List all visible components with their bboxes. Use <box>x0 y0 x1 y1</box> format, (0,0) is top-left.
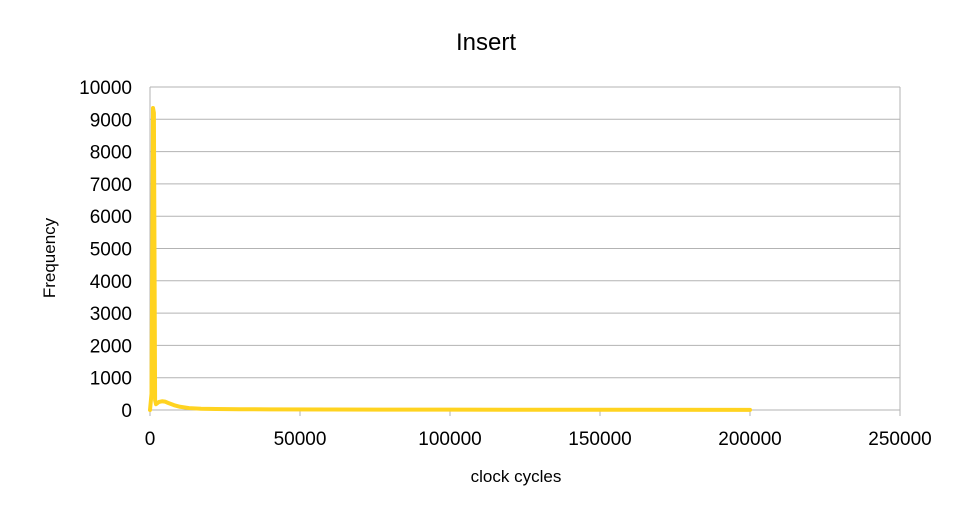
x-tick-label-50000: 50000 <box>274 429 327 450</box>
x-tick-label-200000: 200000 <box>718 429 781 450</box>
y-tick-label-3000: 3000 <box>90 304 132 325</box>
series-line-0 <box>148 106 752 412</box>
chart-title: Insert <box>456 29 516 56</box>
series-lines <box>148 106 752 412</box>
x-tick-label-250000: 250000 <box>868 429 931 450</box>
y-tick-label-4000: 4000 <box>90 272 132 293</box>
x-tick-label-0: 0 <box>145 429 156 450</box>
y-axis-title: Frequency <box>40 217 59 298</box>
y-tick-label-10000: 10000 <box>79 78 132 99</box>
y-tick-label-9000: 9000 <box>90 110 132 131</box>
x-tick-label-150000: 150000 <box>568 429 631 450</box>
axes <box>149 87 901 416</box>
y-tick-label-1000: 1000 <box>90 369 132 390</box>
y-tick-label-6000: 6000 <box>90 207 132 228</box>
y-tick-label-2000: 2000 <box>90 336 132 357</box>
y-tick-label-0: 0 <box>121 401 132 422</box>
grid-lines <box>150 86 900 379</box>
x-tick-label-100000: 100000 <box>418 429 481 450</box>
y-tick-label-5000: 5000 <box>90 240 132 261</box>
x-axis-title: clock cycles <box>471 467 562 486</box>
y-tick-label-8000: 8000 <box>90 143 132 164</box>
x-tick-labels: 0 50000 100000 150000 200000 250000 <box>145 429 932 450</box>
y-tick-labels: 0 1000 2000 3000 4000 5000 6000 7000 8000 9000 100… <box>79 78 132 422</box>
y-tick-label-7000: 7000 <box>90 175 132 196</box>
